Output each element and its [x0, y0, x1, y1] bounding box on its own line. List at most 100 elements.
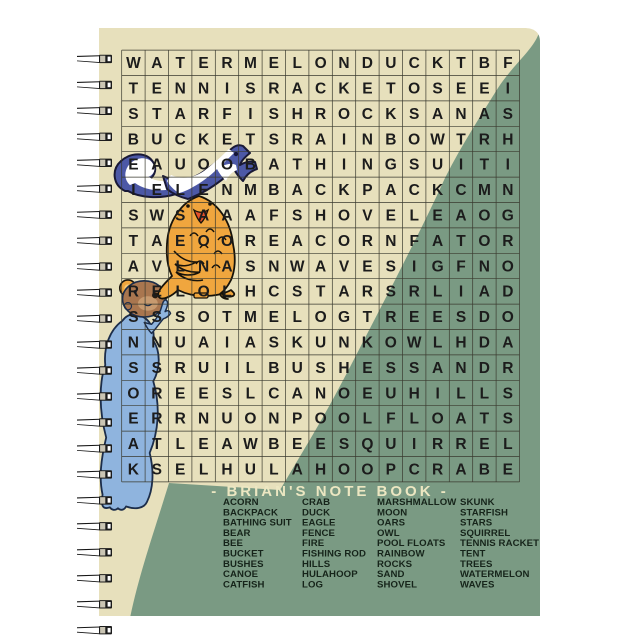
svg-text:B: B	[268, 360, 279, 377]
svg-text:W: W	[407, 335, 422, 352]
svg-text:W: W	[430, 131, 445, 148]
svg-text:N: N	[362, 131, 373, 148]
svg-text:S: S	[386, 284, 396, 301]
svg-text:S: S	[292, 284, 302, 301]
svg-text:C: C	[315, 233, 326, 250]
svg-text:C: C	[268, 385, 279, 402]
svg-text:C: C	[315, 182, 326, 199]
svg-text:L: L	[480, 385, 489, 402]
svg-text:L: L	[246, 385, 255, 402]
svg-text:H: H	[338, 360, 349, 377]
svg-text:H: H	[292, 106, 303, 123]
svg-text:L: L	[433, 284, 442, 301]
svg-text:V: V	[362, 208, 373, 225]
svg-text:O: O	[315, 411, 327, 428]
svg-text:E: E	[175, 385, 185, 402]
svg-text:G: G	[338, 309, 350, 326]
svg-text:E: E	[198, 385, 208, 402]
svg-text:R: R	[292, 131, 303, 148]
svg-text:A: A	[455, 208, 466, 225]
svg-text:E: E	[292, 436, 302, 453]
svg-text:R: R	[198, 106, 209, 123]
svg-text:O: O	[478, 208, 490, 225]
svg-text:N: N	[362, 157, 373, 174]
svg-text:F: F	[222, 106, 231, 123]
svg-text:K: K	[385, 106, 397, 123]
svg-text:O: O	[408, 81, 420, 98]
svg-text:A: A	[198, 335, 209, 352]
svg-text:E: E	[175, 233, 185, 250]
svg-text:T: T	[456, 131, 466, 148]
svg-text:S: S	[222, 385, 232, 402]
svg-text:E: E	[362, 81, 372, 98]
svg-text:A: A	[432, 106, 443, 123]
svg-text:E: E	[432, 309, 442, 326]
svg-text:E: E	[128, 411, 138, 428]
svg-text:A: A	[128, 436, 139, 453]
svg-text:U: U	[292, 360, 303, 377]
svg-text:M: M	[244, 309, 257, 326]
svg-text:P: P	[292, 411, 302, 428]
svg-text:S: S	[128, 106, 138, 123]
svg-text:R: R	[151, 385, 162, 402]
svg-text:O: O	[221, 233, 233, 250]
svg-text:S: S	[175, 309, 185, 326]
svg-text:F: F	[456, 258, 465, 275]
svg-text:U: U	[175, 335, 186, 352]
svg-text:C: C	[409, 182, 420, 199]
svg-text:R: R	[455, 436, 466, 453]
svg-text:A: A	[292, 385, 303, 402]
svg-text:K: K	[432, 55, 444, 72]
svg-text:S: S	[269, 106, 279, 123]
svg-text:T: T	[480, 411, 490, 428]
svg-text:S: S	[409, 157, 419, 174]
svg-text:S: S	[128, 208, 138, 225]
svg-text:E: E	[456, 81, 466, 98]
svg-text:L: L	[222, 284, 231, 301]
svg-text:F: F	[386, 411, 395, 428]
svg-text:P: P	[386, 462, 396, 479]
svg-text:N: N	[502, 182, 513, 199]
svg-text:T: T	[129, 233, 139, 250]
svg-text:A: A	[292, 182, 303, 199]
svg-text:C: C	[409, 462, 420, 479]
svg-text:L: L	[433, 335, 442, 352]
svg-text:V: V	[339, 258, 350, 275]
svg-text:O: O	[408, 131, 420, 148]
svg-text:G: G	[385, 157, 397, 174]
svg-text:I: I	[506, 157, 510, 174]
svg-text:I: I	[342, 131, 346, 148]
svg-text:L: L	[503, 436, 512, 453]
svg-text:H: H	[409, 385, 420, 402]
svg-text:H: H	[455, 335, 466, 352]
svg-text:N: N	[455, 106, 466, 123]
svg-text:E: E	[152, 182, 162, 199]
svg-text:B: B	[268, 182, 279, 199]
svg-text:S: S	[315, 360, 325, 377]
svg-text:S: S	[269, 131, 279, 148]
svg-text:E: E	[222, 131, 232, 148]
svg-text:C: C	[175, 131, 186, 148]
svg-text:O: O	[361, 462, 373, 479]
svg-text:S: S	[503, 385, 513, 402]
svg-text:R: R	[151, 411, 162, 428]
svg-text:W: W	[149, 208, 164, 225]
svg-text:L: L	[269, 462, 278, 479]
svg-text:U: U	[385, 55, 396, 72]
svg-text:I: I	[412, 258, 416, 275]
svg-text:S: S	[456, 309, 466, 326]
svg-text:O: O	[198, 233, 210, 250]
svg-text:U: U	[151, 131, 162, 148]
svg-text:T: T	[456, 55, 466, 72]
svg-text:O: O	[502, 309, 514, 326]
svg-text:N: N	[385, 233, 396, 250]
svg-text:O: O	[315, 309, 327, 326]
svg-text:N: N	[268, 258, 279, 275]
svg-text:H: H	[315, 208, 326, 225]
svg-text:L: L	[175, 182, 184, 199]
svg-text:T: T	[246, 131, 256, 148]
svg-text:K: K	[292, 335, 304, 352]
svg-text:W: W	[290, 258, 305, 275]
svg-text:R: R	[432, 436, 443, 453]
svg-text:CATFISH: CATFISH	[223, 579, 265, 590]
